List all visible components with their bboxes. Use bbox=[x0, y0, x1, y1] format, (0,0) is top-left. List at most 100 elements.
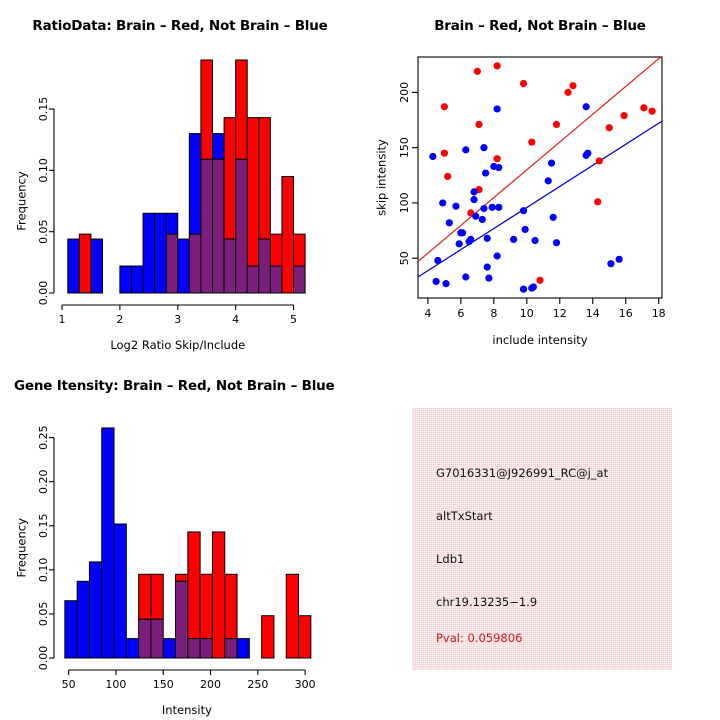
histogram-bar bbox=[165, 212, 179, 235]
x-axis-title: Intensity bbox=[162, 703, 212, 717]
scatter-point bbox=[495, 163, 503, 172]
scatter-title: Brain – Red, Not Brain – Blue bbox=[434, 18, 646, 34]
histogram-bar-overlap bbox=[165, 233, 179, 294]
histogram-bar bbox=[162, 638, 177, 659]
scatter-point bbox=[444, 172, 452, 180]
scatter-point bbox=[485, 274, 493, 282]
histogram-bar-overlap bbox=[175, 580, 189, 659]
histogram-bar-overlap bbox=[246, 265, 260, 294]
scatter-point bbox=[549, 213, 557, 221]
histogram-bar bbox=[281, 176, 295, 294]
histogram-bar bbox=[211, 133, 225, 160]
y-tick-label: 0.00 bbox=[37, 281, 50, 306]
x-tick-label: 50 bbox=[62, 678, 76, 691]
x-tick-label: 4 bbox=[232, 313, 239, 326]
histogram-bar bbox=[90, 238, 104, 294]
y-tick-label: 200 bbox=[398, 82, 411, 103]
x-tick-label: 2 bbox=[116, 313, 123, 326]
ratio-histogram-svg: 0.00 0.05 0.10 0.15 Frequency 1 2 3 4 5 Log2 Ratio… bbox=[15, 59, 306, 352]
scatter-point bbox=[519, 79, 528, 88]
scatter-point bbox=[493, 155, 501, 163]
scatter-point bbox=[510, 235, 518, 244]
gene-histogram-bars bbox=[64, 427, 312, 659]
histogram-bar bbox=[76, 580, 90, 659]
panel-scatter: Brain – Red, Not Brain – Blue 50 100 150 20… bbox=[360, 0, 720, 360]
info-probe-id: G7016331@J926991_RC@j_at bbox=[436, 466, 609, 480]
gene-histogram-title: Gene Itensity: Brain – Red, Not Brain – … bbox=[14, 378, 335, 394]
scatter-point bbox=[440, 103, 448, 111]
scatter-point bbox=[564, 88, 572, 96]
panel-ratio-histogram: RatioData: Brain – Red, Not Brain – Blue… bbox=[0, 0, 360, 360]
y-tick-label: 100 bbox=[398, 192, 411, 213]
histogram-bar bbox=[211, 531, 226, 659]
scatter-point bbox=[569, 82, 577, 90]
y-tick-label: 0.25 bbox=[37, 425, 50, 450]
regression-line bbox=[418, 120, 662, 278]
histogram-bar bbox=[142, 212, 156, 294]
gene-histogram-svg: 0.00 0.05 0.10 0.15 0.20 0.25 Frequency 50 100 15… bbox=[15, 425, 316, 717]
histogram-bar-overlap bbox=[187, 638, 201, 659]
histogram-bar-overlap bbox=[223, 238, 237, 294]
y-tick-label: 150 bbox=[398, 137, 411, 158]
x-tick-label: 100 bbox=[105, 678, 126, 691]
x-tick-label: 12 bbox=[553, 307, 567, 320]
scatter-point bbox=[582, 151, 590, 159]
scatter-point bbox=[470, 188, 478, 196]
y-tick-label: 0.15 bbox=[37, 97, 50, 122]
scatter-points bbox=[429, 62, 656, 293]
histogram-bar bbox=[200, 59, 213, 160]
x-tick-label: 6 bbox=[457, 307, 464, 320]
histogram-bar-overlap bbox=[224, 638, 238, 659]
histogram-bar bbox=[154, 212, 167, 294]
scatter-point bbox=[531, 236, 539, 245]
scatter-point bbox=[458, 229, 467, 237]
y-tick-label: 0.15 bbox=[37, 514, 50, 539]
histogram-bar bbox=[187, 531, 201, 640]
x-tick-label: 300 bbox=[295, 678, 316, 691]
scatter-point bbox=[536, 276, 544, 284]
y-axis-title: skip intensity bbox=[375, 139, 389, 216]
histogram-bar bbox=[119, 265, 132, 294]
x-axis-title: include intensity bbox=[492, 333, 587, 347]
scatter-svg: 50 100 150 200 skip intensity 4 6 8 10 12 14 16 18 in… bbox=[375, 56, 666, 347]
scatter-point bbox=[493, 62, 501, 70]
scatter-point bbox=[429, 152, 437, 161]
histogram-bar bbox=[285, 573, 300, 659]
y-axis-title: Frequency bbox=[15, 518, 29, 578]
x-tick-label: 150 bbox=[153, 678, 174, 691]
histogram-bar bbox=[298, 615, 312, 659]
histogram-bar bbox=[113, 523, 127, 659]
histogram-bar-overlap bbox=[200, 158, 213, 294]
ratio-histogram-axes: 0.00 0.05 0.10 0.15 Frequency 1 2 3 4 5 Log2 Ratio… bbox=[15, 97, 298, 352]
scatter-point bbox=[455, 240, 463, 248]
y-tick-label: 0.10 bbox=[37, 558, 50, 583]
scatter-point bbox=[605, 124, 613, 132]
scatter-point bbox=[452, 202, 460, 210]
histogram-bar-overlap bbox=[258, 238, 271, 294]
scatter-point bbox=[594, 198, 602, 206]
histogram-bar bbox=[261, 615, 275, 659]
histogram-bar bbox=[269, 233, 283, 267]
scatter-point bbox=[607, 260, 615, 268]
x-tick-label: 3 bbox=[174, 313, 181, 326]
histogram-bar bbox=[64, 600, 78, 659]
histogram-bar-overlap bbox=[211, 158, 225, 294]
scatter-point bbox=[483, 263, 491, 271]
histogram-bar bbox=[235, 59, 248, 160]
ratio-histogram-bars bbox=[67, 59, 306, 294]
histogram-bar bbox=[67, 238, 80, 294]
scatter-plot-frame bbox=[417, 56, 663, 299]
scatter-point bbox=[445, 219, 453, 227]
info-box: G7016331@J926991_RC@j_at altTxStart Ldb1… bbox=[412, 408, 672, 670]
scatter-point bbox=[480, 144, 488, 152]
histogram-bar bbox=[258, 117, 271, 240]
info-event-type: altTxStart bbox=[436, 509, 493, 523]
scatter-point bbox=[495, 203, 503, 211]
scatter-point bbox=[470, 196, 478, 204]
scatter-point bbox=[552, 120, 561, 129]
histogram-bar-overlap bbox=[235, 158, 248, 294]
scatter-point bbox=[472, 212, 480, 220]
scatter-point bbox=[488, 203, 496, 211]
x-tick-label: 8 bbox=[490, 307, 497, 320]
